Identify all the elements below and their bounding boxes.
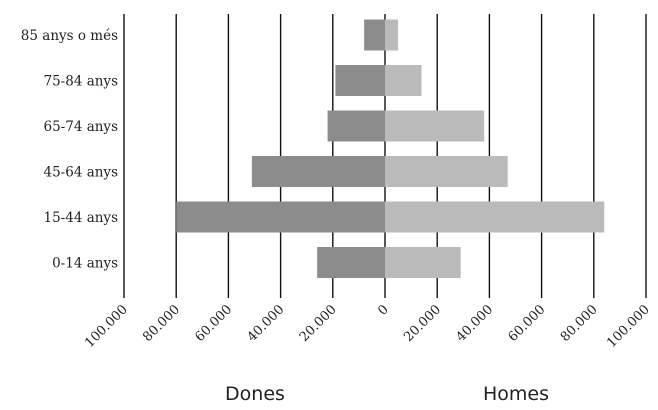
bar-homes bbox=[385, 110, 485, 142]
x-tick-label: 100.000 bbox=[82, 302, 131, 351]
bar-dones bbox=[251, 156, 385, 187]
x-tick-label: 20.000 bbox=[401, 302, 444, 345]
x-tick-label: 20.000 bbox=[297, 302, 340, 345]
x-tick-label: 80.000 bbox=[558, 302, 601, 345]
category-label: 15-44 anys bbox=[43, 210, 118, 226]
bar-dones bbox=[176, 201, 385, 233]
category-label: 65-74 anys bbox=[43, 119, 118, 135]
bar-homes bbox=[385, 65, 422, 96]
bar-homes bbox=[385, 247, 461, 278]
bar-homes bbox=[385, 201, 605, 233]
x-tick-label: 0 bbox=[375, 302, 391, 318]
x-tick-label: 100.000 bbox=[604, 302, 653, 351]
group-label-left: Dones bbox=[225, 383, 285, 405]
x-tick-label: 80.000 bbox=[140, 302, 183, 345]
bars bbox=[176, 19, 605, 278]
bar-dones bbox=[317, 247, 385, 278]
x-tick-labels: 100.000 80.000 60.000 40.000 20.000 0 20.000 40… bbox=[82, 302, 653, 351]
bar-homes bbox=[385, 19, 399, 51]
group-label-right: Homes bbox=[483, 383, 549, 405]
bar-dones bbox=[327, 110, 385, 142]
category-label: 75-84 anys bbox=[43, 74, 118, 90]
x-tick-label: 60.000 bbox=[192, 302, 235, 345]
bar-dones bbox=[364, 19, 385, 51]
category-label: 85 anys o més bbox=[21, 28, 118, 44]
category-label: 0-14 anys bbox=[52, 256, 118, 272]
bar-dones bbox=[335, 65, 385, 96]
category-label: 45-64 anys bbox=[43, 165, 118, 181]
x-tick-label: 40.000 bbox=[453, 302, 496, 345]
x-tick-label: 60.000 bbox=[506, 302, 549, 345]
category-labels: 85 anys o més 75-84 anys 65-74 anys 45-64 a… bbox=[21, 28, 118, 272]
bar-homes bbox=[385, 156, 508, 187]
x-tick-label: 40.000 bbox=[245, 302, 288, 345]
